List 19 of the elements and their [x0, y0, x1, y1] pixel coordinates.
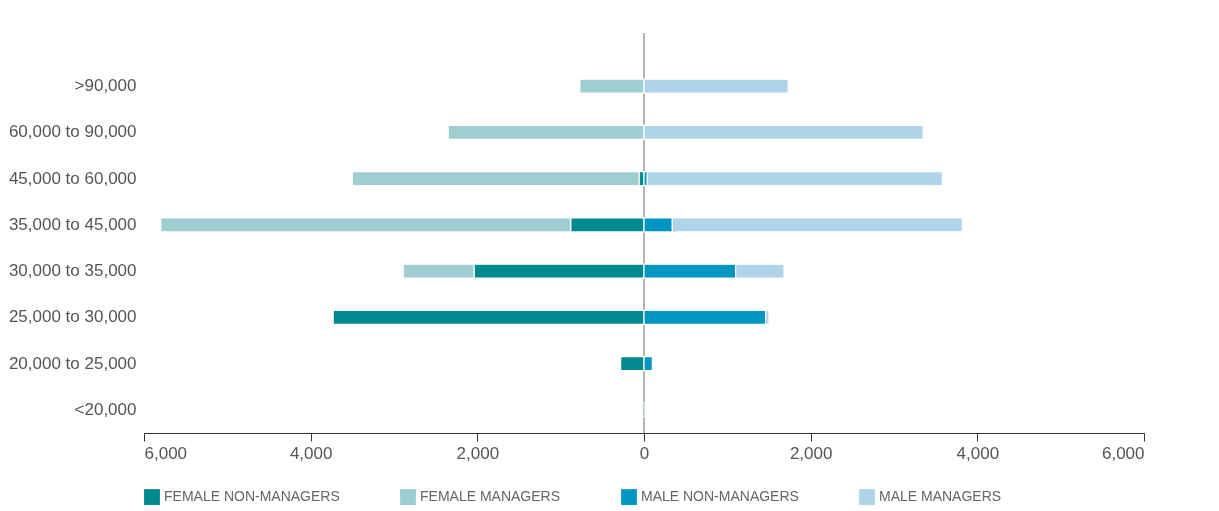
y-tick-label: 45,000 to 60,000 — [8, 168, 137, 188]
x-tick-label: 2,000 — [456, 443, 500, 463]
x-tick-label: 4,000 — [956, 443, 1000, 463]
legend-label: FEMALE MANAGERS — [420, 488, 561, 505]
y-tick-label: >90,000 — [74, 76, 137, 96]
x-tick-label: 6,000 — [1101, 443, 1145, 463]
legend-label: MALE NON-MANAGERS — [641, 488, 799, 505]
y-tick-label: 35,000 to 45,000 — [8, 214, 137, 234]
y-tick-label: 30,000 to 35,000 — [8, 261, 137, 281]
y-tick-label: 60,000 to 90,000 — [8, 122, 137, 142]
legend-label: FEMALE NON-MANAGERS — [164, 488, 340, 505]
y-tick-label: <20,000 — [74, 399, 137, 419]
x-tick-label: 6,000 — [144, 443, 188, 463]
x-tick-label: 4,000 — [289, 443, 333, 463]
x-tick-label: 2,000 — [789, 443, 833, 463]
legend-label: MALE MANAGERS — [879, 488, 1002, 505]
y-tick-label: 20,000 to 25,000 — [8, 353, 137, 373]
y-tick-label: 25,000 to 30,000 — [8, 307, 137, 327]
x-tick-label: 0 — [639, 443, 650, 463]
